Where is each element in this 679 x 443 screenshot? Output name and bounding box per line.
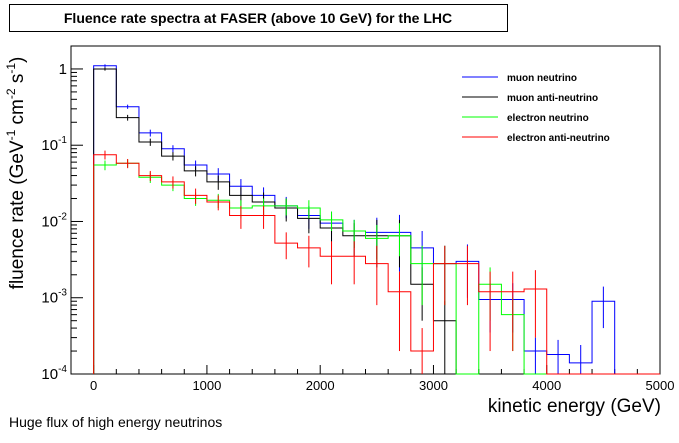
x-tick-label: 5000 <box>646 378 675 393</box>
legend-label: muon anti-neutrino <box>507 93 598 104</box>
x-tick-label: 1000 <box>192 378 221 393</box>
series-muon-neutrino <box>93 64 660 375</box>
series-step-line <box>93 154 660 375</box>
plot-area: 0 1000 2000 3000 4000 5000 1 10-1 10-2 10-3 10-4 <box>41 45 675 393</box>
x-tick-label: 4000 <box>532 378 561 393</box>
y-axis-label: fluence rate (GeV-1 cm-2 s-1) <box>4 57 28 290</box>
title-box <box>9 4 508 32</box>
legend-label: muon neutrino <box>507 73 577 84</box>
series-step-line <box>93 162 660 375</box>
chart-title: Fluence rate spectra at FASER (above 10 … <box>64 10 452 26</box>
caption-text: Huge flux of high energy neutrinos <box>9 414 223 430</box>
x-tick-label: 3000 <box>419 378 448 393</box>
legend: muon neutrino muon anti-neutrino electron … <box>462 73 610 144</box>
x-tick-label: 0 <box>90 378 97 393</box>
legend-label: electron anti-neutrino <box>507 133 610 144</box>
series-electron-anti-neutrino <box>93 150 660 375</box>
y-tick-label: 10-3 <box>41 288 67 307</box>
y-tick-label: 10-2 <box>41 211 67 230</box>
x-tick-label: 2000 <box>306 378 335 393</box>
y-tick-label: 1 <box>59 61 67 78</box>
y-tick-label: 10-1 <box>41 135 67 154</box>
x-axis-label: kinetic energy (GeV) <box>488 396 661 417</box>
y-tick-label: 10-4 <box>41 364 67 383</box>
legend-label: electron neutrino <box>507 113 589 124</box>
